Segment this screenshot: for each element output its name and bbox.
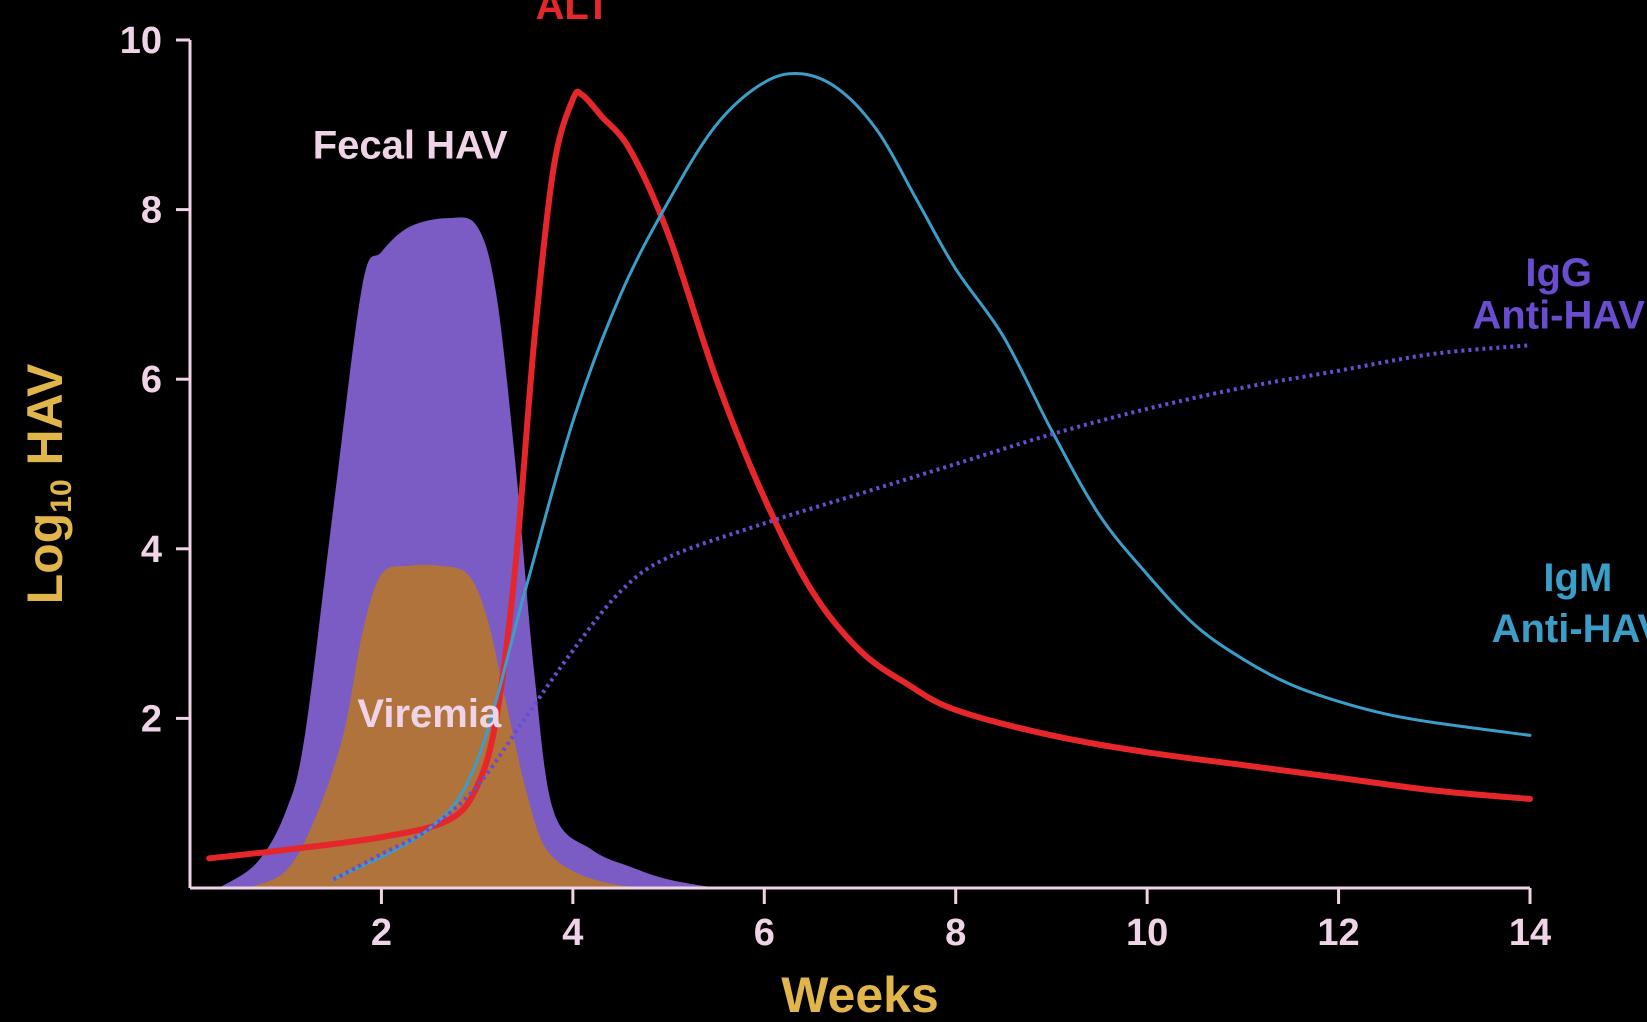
y-tick-label: 10: [120, 20, 162, 62]
x-tick-label: 8: [945, 912, 966, 954]
series-labels: Fecal HAVViremiaALTIgGAnti-HAVIgMAnti-HA…: [313, 0, 1647, 736]
series-label-anti-hav: Anti-HAV: [1472, 293, 1645, 337]
alt-line: [206, 88, 1533, 862]
plot-area: [206, 71, 1533, 888]
y-tick-label: 2: [141, 698, 162, 740]
x-tick-label: 4: [562, 912, 583, 954]
x-tick-label: 12: [1317, 912, 1359, 954]
series-label-viremia: Viremia: [357, 692, 502, 736]
y-tick-label: 4: [141, 529, 162, 571]
x-tick-label: 2: [371, 912, 392, 954]
viremia-area: [247, 564, 650, 888]
series-label-igg: IgG: [1525, 251, 1592, 295]
y-axis-title-tail: HAV: [17, 363, 73, 479]
series-label-fecal-hav: Fecal HAV: [313, 124, 508, 168]
x-axis-title: Weeks: [781, 967, 939, 1022]
series-label-anti-hav: Anti-HAV: [1492, 607, 1647, 651]
series-label-igm: IgM: [1543, 556, 1612, 600]
y-axis-title: Log10 HAV: [17, 363, 78, 604]
x-tick-label: 6: [754, 912, 775, 954]
fecal-hav-area: [218, 217, 717, 888]
x-tick-label: 14: [1509, 912, 1551, 954]
y-tick-label: 6: [141, 359, 162, 401]
series-label-alt: ALT: [535, 0, 610, 28]
y-axis-title-subscript: 10: [45, 479, 78, 512]
y-axis-title-main: Log: [17, 513, 73, 605]
igg-anti-hav-line: [332, 343, 1531, 882]
axes: 2 4 6 8 10 2 4 6 8 10 12 14: [120, 20, 1551, 954]
y-tick-label: 8: [141, 190, 162, 232]
x-tick-label: 10: [1126, 912, 1168, 954]
igm-anti-hav-line: [332, 71, 1532, 882]
